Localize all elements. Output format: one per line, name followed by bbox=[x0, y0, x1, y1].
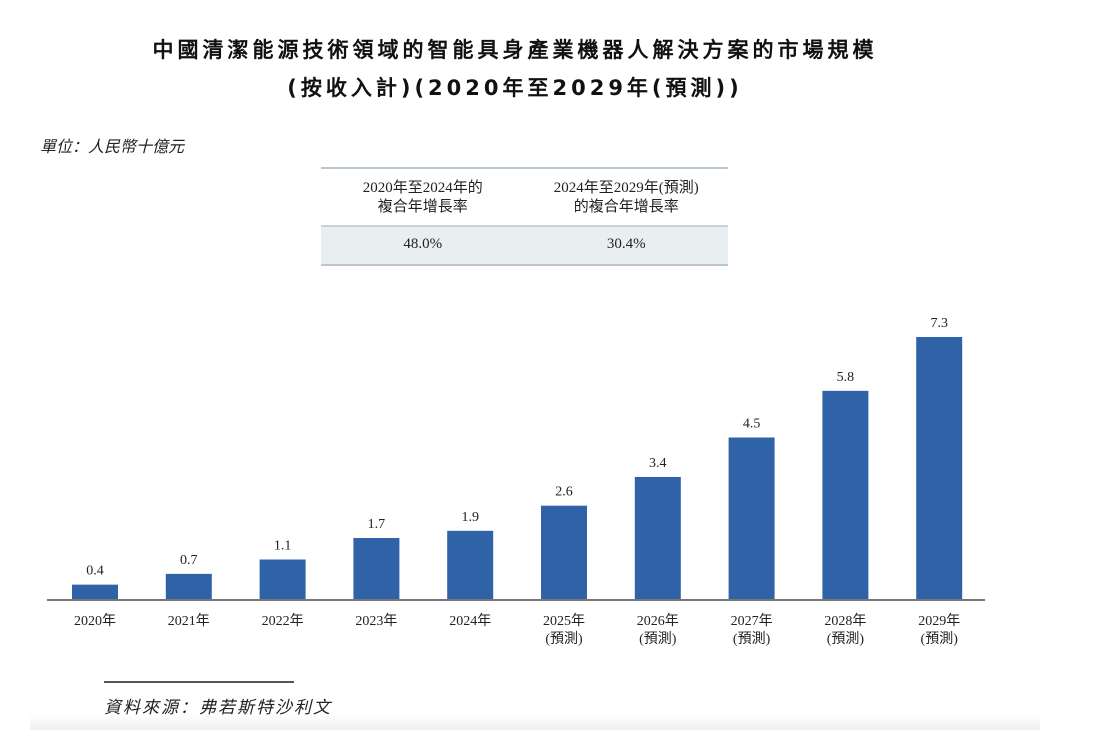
x-tick-sublabel: (預測) bbox=[921, 631, 959, 647]
data-label: 7.3 bbox=[930, 316, 948, 331]
bar bbox=[259, 559, 306, 599]
unit-label: 單位：人民幣十億元 bbox=[40, 139, 185, 156]
source-note: 資料來源：弗若斯特沙利文 bbox=[104, 698, 332, 717]
data-label: 0.4 bbox=[86, 564, 104, 579]
cagr-header-2-line1: 2024年至2029年(預測) bbox=[553, 180, 699, 196]
cagr-header-1: 2020年至2024年的 複合年增長率 bbox=[321, 179, 525, 217]
bar bbox=[822, 390, 869, 599]
data-label: 4.5 bbox=[743, 416, 761, 431]
data-label: 1.9 bbox=[461, 510, 479, 525]
bar bbox=[634, 476, 681, 599]
data-label: 2.6 bbox=[555, 485, 573, 500]
data-label: 3.4 bbox=[649, 456, 667, 471]
x-tick-sublabel: (預測) bbox=[733, 631, 771, 647]
bar bbox=[541, 505, 587, 599]
cagr-value-2: 30.4% bbox=[606, 236, 646, 252]
x-tick-label: 2029年 bbox=[918, 613, 960, 629]
bar bbox=[72, 584, 118, 599]
data-label: 0.7 bbox=[180, 553, 198, 568]
page-edge bbox=[30, 715, 1040, 730]
bar bbox=[165, 573, 212, 599]
bar bbox=[353, 537, 400, 599]
cagr-header-1-line1: 2020年至2024年的 bbox=[362, 180, 483, 196]
x-tick-label: 2022年 bbox=[262, 613, 304, 629]
bar bbox=[447, 530, 494, 599]
cagr-value-1: 48.0% bbox=[403, 236, 443, 252]
data-label: 1.7 bbox=[368, 517, 386, 532]
x-tick-sublabel: (預測) bbox=[827, 631, 865, 647]
x-tick-label: 2026年 bbox=[637, 613, 679, 629]
source-divider bbox=[104, 681, 294, 683]
cagr-header-2-line2: 的複合年增長率 bbox=[573, 199, 679, 215]
cagr-header-1-line2: 複合年增長率 bbox=[377, 199, 468, 215]
x-tick-label: 2020年 bbox=[74, 613, 116, 629]
x-tick-sublabel: (預測) bbox=[639, 631, 677, 647]
bar bbox=[728, 437, 775, 599]
x-tick-label: 2021年 bbox=[168, 613, 210, 629]
bar bbox=[916, 337, 963, 599]
data-label: 5.8 bbox=[837, 370, 855, 385]
x-tick-label: 2025年 bbox=[543, 613, 585, 629]
x-tick-label: 2027年 bbox=[731, 613, 773, 629]
chart-title: 中國清潔能源技術領域的智能具身產業機器人解決方案的市場規模 bbox=[152, 38, 878, 62]
x-tick-label: 2028年 bbox=[824, 613, 866, 629]
cagr-table: 2020年至2024年的 複合年增長率 2024年至2029年(預測) 的複合年… bbox=[321, 167, 728, 266]
x-tick-sublabel: (預測) bbox=[545, 631, 583, 647]
x-tick-label: 2023年 bbox=[355, 613, 397, 629]
x-tick-label: 2024年 bbox=[449, 613, 491, 629]
cagr-header-2: 2024年至2029年(預測) 的複合年增長率 bbox=[525, 179, 729, 217]
data-label: 1.1 bbox=[274, 539, 292, 554]
chart-subtitle: (按收入計)(2020年至2029年(預測)) bbox=[287, 76, 743, 100]
